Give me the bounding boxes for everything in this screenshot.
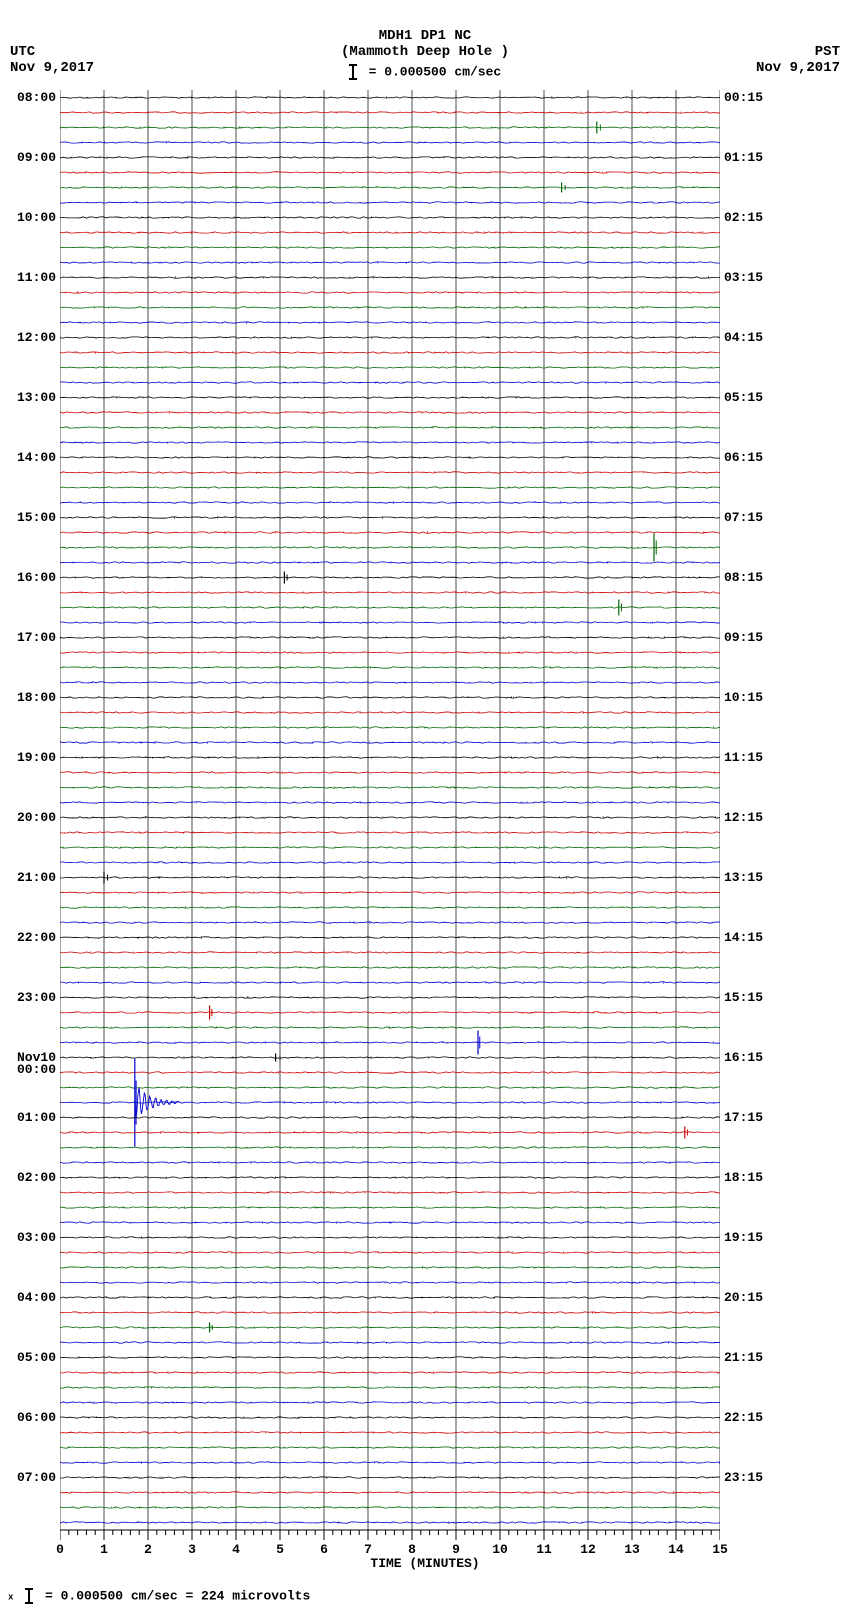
x-tick-label: 7: [364, 1542, 372, 1557]
utc-time-label: 18:00: [0, 690, 56, 705]
x-tick-label: 14: [668, 1542, 684, 1557]
utc-time-label: 05:00: [0, 1350, 56, 1365]
scale-text: = 0.000500 cm/sec: [369, 64, 502, 79]
pst-time-label: 05:15: [724, 390, 763, 405]
station-name: (Mammoth Deep Hole ): [0, 44, 850, 60]
pst-time-label: 10:15: [724, 690, 763, 705]
x-tick-label: 8: [408, 1542, 416, 1557]
utc-time-label: 08:00: [0, 90, 56, 105]
x-axis-title: TIME (MINUTES): [0, 1556, 850, 1571]
utc-time-label: 07:00: [0, 1470, 56, 1485]
pst-time-label: 09:15: [724, 630, 763, 645]
utc-time-label: 02:00: [0, 1170, 56, 1185]
utc-time-label: 00:00: [0, 1062, 56, 1077]
pst-time-label: 21:15: [724, 1350, 763, 1365]
footer-text: = 0.000500 cm/sec = 224 microvolts: [45, 1588, 310, 1603]
utc-time-label: 14:00: [0, 450, 56, 465]
utc-time-label: 16:00: [0, 570, 56, 585]
x-tick-label: 15: [712, 1542, 728, 1557]
pst-time-label: 18:15: [724, 1170, 763, 1185]
pst-time-label: 08:15: [724, 570, 763, 585]
utc-time-label: 12:00: [0, 330, 56, 345]
x-tick-label: 11: [536, 1542, 552, 1557]
pst-time-label: 12:15: [724, 810, 763, 825]
utc-time-label: 23:00: [0, 990, 56, 1005]
pst-time-label: 07:15: [724, 510, 763, 525]
pst-time-label: 23:15: [724, 1470, 763, 1485]
x-tick-label: 0: [56, 1542, 64, 1557]
x-tick-label: 13: [624, 1542, 640, 1557]
station-code: MDH1 DP1 NC: [0, 28, 850, 44]
utc-time-label: 01:00: [0, 1110, 56, 1125]
footer-scale: x = 0.000500 cm/sec = 224 microvolts: [8, 1588, 310, 1604]
utc-time-label: 20:00: [0, 810, 56, 825]
pst-time-label: 00:15: [724, 90, 763, 105]
x-tick-label: 9: [452, 1542, 460, 1557]
utc-time-label: 22:00: [0, 930, 56, 945]
x-tick-label: 12: [580, 1542, 596, 1557]
utc-time-label: 13:00: [0, 390, 56, 405]
pst-time-label: 15:15: [724, 990, 763, 1005]
x-tick-label: 10: [492, 1542, 508, 1557]
pst-time-label: 04:15: [724, 330, 763, 345]
pst-time-label: 17:15: [724, 1110, 763, 1125]
utc-time-label: 15:00: [0, 510, 56, 525]
utc-time-label: 19:00: [0, 750, 56, 765]
chart-title: MDH1 DP1 NC (Mammoth Deep Hole ): [0, 28, 850, 60]
x-tick-label: 3: [188, 1542, 196, 1557]
pst-time-label: 13:15: [724, 870, 763, 885]
helicorder-plot: [60, 90, 720, 1530]
pst-time-label: 11:15: [724, 750, 763, 765]
pst-time-label: 03:15: [724, 270, 763, 285]
utc-time-label: 04:00: [0, 1290, 56, 1305]
utc-time-label: 09:00: [0, 150, 56, 165]
x-tick-label: 1: [100, 1542, 108, 1557]
seismogram-page: UTC Nov 9,2017 PST Nov 9,2017 MDH1 DP1 N…: [0, 0, 850, 1613]
utc-time-label: 17:00: [0, 630, 56, 645]
x-tick-label: 2: [144, 1542, 152, 1557]
x-tick-label: 6: [320, 1542, 328, 1557]
utc-time-label: 10:00: [0, 210, 56, 225]
footer-ibar-icon: [25, 1588, 33, 1604]
pst-time-label: 19:15: [724, 1230, 763, 1245]
x-tick-label: 4: [232, 1542, 240, 1557]
scale-ibar-icon: [349, 64, 357, 80]
pst-time-label: 16:15: [724, 1050, 763, 1065]
utc-time-label: 11:00: [0, 270, 56, 285]
pst-time-label: 20:15: [724, 1290, 763, 1305]
utc-time-label: 06:00: [0, 1410, 56, 1425]
utc-time-label: 03:00: [0, 1230, 56, 1245]
pst-time-label: 02:15: [724, 210, 763, 225]
x-tick-label: 5: [276, 1542, 284, 1557]
pst-time-label: 01:15: [724, 150, 763, 165]
scale-indicator: = 0.000500 cm/sec: [0, 64, 850, 80]
utc-time-label: 21:00: [0, 870, 56, 885]
pst-time-label: 06:15: [724, 450, 763, 465]
pst-time-label: 14:15: [724, 930, 763, 945]
footer-tiny: x: [8, 1592, 13, 1602]
pst-time-label: 22:15: [724, 1410, 763, 1425]
